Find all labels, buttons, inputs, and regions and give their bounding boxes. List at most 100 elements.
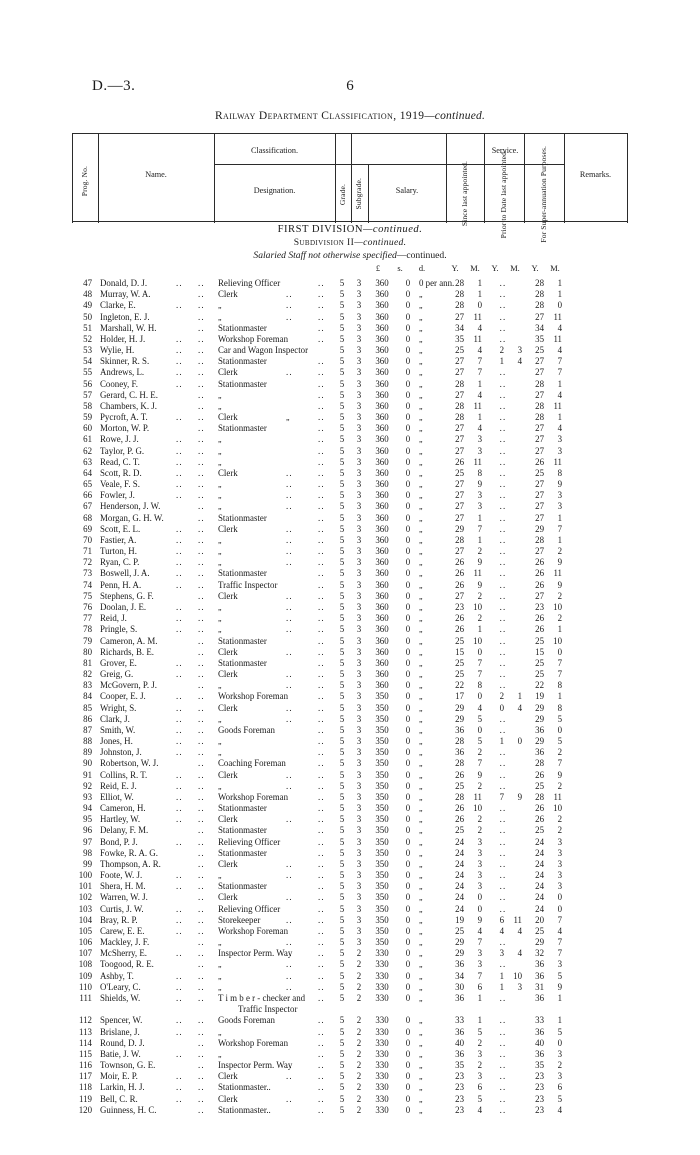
cell-prior-dots: .. xyxy=(499,747,507,758)
cell-name: Richards, B. E. xyxy=(100,646,154,657)
cell-designation: Clerk xyxy=(218,1093,238,1104)
cell-name: Fowke, R. A. G. xyxy=(100,847,158,858)
table-row: 77 Reid, J..... „.... 5 3 360 0 „ 26 2.. 26 2 xyxy=(72,613,628,624)
table-body: 47 Donald, D. J..... Relieving Officer.. 5 3… xyxy=(72,278,628,1116)
cell-desig-leader: .. xyxy=(198,914,205,925)
division-heading: FIRST DIVISION—continued. xyxy=(277,224,423,235)
cell-since-last-months: 4 xyxy=(477,925,482,936)
cell-desig-leader: .. xyxy=(198,601,205,612)
cell-salary-pounds: 350 xyxy=(375,747,389,758)
cell-salary-rate: „ xyxy=(419,1083,423,1093)
cell-salary-rate: „ xyxy=(419,602,423,612)
cell-name: Elliot, W. xyxy=(100,791,134,802)
cell-since-last-months: 11 xyxy=(473,311,482,322)
cell-grade: 5 xyxy=(339,858,345,869)
header-designation: Designation. xyxy=(253,186,296,195)
cell-prior-dots: .. xyxy=(499,579,507,590)
cell-name-dots: .. xyxy=(176,769,183,780)
cell-salary-pounds: 360 xyxy=(375,423,389,434)
cell-subgrade: 3 xyxy=(356,669,362,680)
cell-desig-leader: .. xyxy=(198,467,205,478)
cell-subgrade: 3 xyxy=(356,546,362,557)
cell-since-last-months: 7 xyxy=(477,523,482,534)
cell-superannuation-years: 27 xyxy=(535,356,544,367)
cell-desig-leader: .. xyxy=(198,836,205,847)
cell-name: Holder, H. J. xyxy=(100,333,146,344)
cell-since-last-months: 7 xyxy=(477,970,482,981)
caption-main: Railway Department Classification, 1919 xyxy=(214,110,425,122)
cell-desig-trailing-dots: .. xyxy=(318,680,325,691)
cell-since-last-months: 9 xyxy=(477,557,482,568)
cell-subgrade: 3 xyxy=(356,345,362,356)
cell-since-last-years: 25 xyxy=(455,635,464,646)
cell-superannuation-months: 3 xyxy=(557,490,562,501)
cell-desig-trailing-dots: .. xyxy=(318,702,325,713)
cell-salary-rate: „ xyxy=(419,547,423,557)
cell-since-last-years: 28 xyxy=(455,278,464,288)
cell-name: Curtis, J. W. xyxy=(100,903,144,914)
cell-prior-dots: .. xyxy=(499,534,507,545)
cell-prog-no: 51 xyxy=(83,322,92,333)
cell-prog-no: 55 xyxy=(83,367,92,378)
cell-salary-pounds: 330 xyxy=(375,1104,389,1115)
cell-superannuation-years: 36 xyxy=(535,993,544,1003)
table-row: 55 Andrews, L..... Clerk.... 5 3 360 0 „ 27 7.. 27… xyxy=(72,367,628,378)
cell-salary-pounds: 360 xyxy=(375,322,389,333)
cell-prior-dots: .. xyxy=(499,412,507,423)
subdivision-heading: Subdivision II—continued. xyxy=(293,237,407,248)
cell-superannuation-months: 5 xyxy=(557,1026,562,1037)
cell-desig-leader: .. xyxy=(198,724,205,735)
cell-since-last-years: 25 xyxy=(455,657,464,668)
cell-designation-dots: .. xyxy=(286,1093,293,1104)
cell-salary-pounds: 360 xyxy=(375,680,389,691)
cell-desig-leader: .. xyxy=(198,780,205,791)
cell-grade: 5 xyxy=(339,389,345,400)
cell-designation: Workshop Foreman xyxy=(218,691,289,702)
cell-salary-pence: 0 xyxy=(405,646,411,657)
cell-grade: 5 xyxy=(339,892,345,903)
cell-name: Doolan, J. E. xyxy=(100,601,147,612)
cell-since-last-years: 30 xyxy=(455,981,464,992)
cell-designation-line2: Traffic Inspector xyxy=(238,1004,298,1015)
cell-prog-no: 71 xyxy=(83,546,92,557)
cell-salary-pence: 0 xyxy=(405,903,411,914)
cell-prior-years: 1 xyxy=(499,981,504,992)
cell-salary-pounds: 360 xyxy=(375,512,389,523)
table-row: 110 O'Leary, C..... „.... 5 2 330 0 „ 30 6 1 3 31 9 xyxy=(72,982,628,993)
cell-designation: Clerk xyxy=(218,412,238,423)
cell-since-last-years: 29 xyxy=(455,713,464,724)
cell-superannuation-years: 28 xyxy=(535,378,544,389)
cell-superannuation-months: 2 xyxy=(557,1060,562,1071)
cell-desig-leader: .. xyxy=(198,858,205,869)
cell-prior-months: 3 xyxy=(517,345,522,356)
cell-superannuation-years: 25 xyxy=(535,669,544,680)
cell-salary-rate: „ xyxy=(419,882,423,892)
cell-grade: 5 xyxy=(339,780,345,791)
caption-suffix: —continued. xyxy=(424,110,486,122)
cell-prog-no: 75 xyxy=(83,590,92,601)
cell-salary-pounds: 350 xyxy=(375,825,389,836)
cell-salary-rate: „ xyxy=(419,524,423,534)
cell-grade: 5 xyxy=(339,881,345,892)
cell-desig-trailing-dots: .. xyxy=(318,769,325,780)
unit-shillings: s. xyxy=(397,264,403,273)
cell-superannuation-months: 5 xyxy=(557,713,562,724)
cell-name-dots: .. xyxy=(176,546,183,557)
cell-grade: 5 xyxy=(339,434,345,445)
cell-salary-pounds: 360 xyxy=(375,669,389,680)
cell-designation-dots: .. xyxy=(286,490,293,501)
cell-subgrade: 3 xyxy=(356,601,362,612)
cell-desig-leader: .. xyxy=(198,378,205,389)
cell-since-last-months: 5 xyxy=(477,736,482,747)
cell-salary-rate: „ xyxy=(419,759,423,769)
cell-desig-trailing-dots: .. xyxy=(318,1060,325,1071)
cell-salary-pounds: 360 xyxy=(375,624,389,635)
cell-subgrade: 3 xyxy=(356,590,362,601)
cell-designation: „ xyxy=(218,614,222,624)
cell-since-last-months: 8 xyxy=(477,467,482,478)
cell-prog-no: 63 xyxy=(83,456,92,467)
cell-grade: 5 xyxy=(339,300,345,311)
cell-salary-pence: 0 xyxy=(405,400,411,411)
cell-designation: „ xyxy=(218,982,222,992)
cell-name: Spencer, W. xyxy=(100,1015,143,1026)
